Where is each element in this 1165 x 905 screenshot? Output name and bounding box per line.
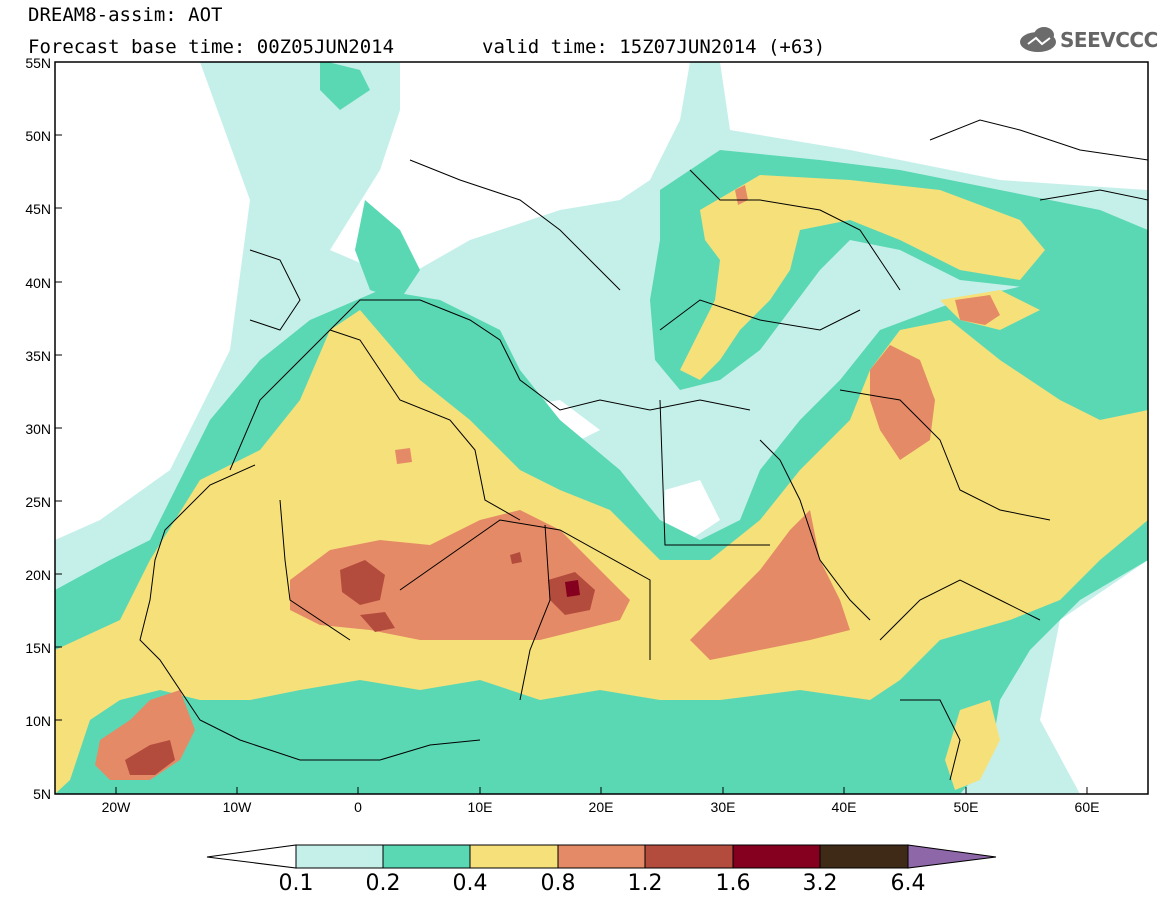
lat-label: 25N [25, 494, 51, 510]
lat-label: 15N [25, 640, 51, 656]
colorbar-label: 0.2 [365, 871, 401, 896]
clear-area-russia [720, 62, 1148, 190]
aot-level-1.6 [565, 580, 580, 597]
lat-label: 55N [25, 55, 51, 71]
lon-label: 40E [831, 799, 857, 815]
valid-time: valid time: 15Z07JUN2014 (+63) [482, 36, 826, 58]
colorbar [206, 844, 997, 869]
colorbar-label: 1.2 [627, 871, 663, 896]
colorbar-swatch-1 [295, 844, 384, 869]
lon-label: 50E [953, 799, 979, 815]
cloud-icon [1020, 27, 1056, 52]
axis-ticks [55, 61, 1088, 794]
lat-label: 5N [33, 786, 51, 802]
lat-label: 30N [25, 421, 51, 437]
clear-area-europe [330, 62, 690, 280]
coastlines-and-borders [139, 119, 1148, 781]
aot-fields [55, 62, 1148, 794]
lat-label: 50N [25, 128, 51, 144]
colorbar-under-triangle [206, 844, 297, 869]
colorbar-label: 0.4 [452, 871, 488, 896]
colorbar-swatch-4 [557, 844, 646, 869]
aot-level-0.4 [55, 175, 1148, 794]
lat-label: 45N [25, 201, 51, 217]
colorbar-label: 6.4 [890, 871, 926, 896]
colorbar-swatch-5 [644, 844, 734, 869]
colorbar-label: 0.1 [278, 871, 314, 896]
lon-label: 30E [710, 799, 736, 815]
colorbar-label: 0.8 [540, 871, 576, 896]
seevccc-logo [1020, 27, 1056, 52]
colorbar-label: 3.2 [802, 871, 838, 896]
colorbar-over-triangle [907, 844, 997, 869]
clear-area-egypt [665, 480, 720, 540]
lat-label: 35N [25, 348, 51, 364]
lon-label: 60E [1074, 799, 1100, 815]
colorbar-label: 1.6 [715, 871, 751, 896]
colorbar-swatch-7 [819, 844, 909, 869]
colorbar-swatch-3 [469, 844, 559, 869]
lon-label: 10E [467, 799, 493, 815]
lon-label: 0 [354, 799, 362, 815]
lat-label: 10N [25, 713, 51, 729]
colorbar-swatch-2 [382, 844, 471, 869]
aot-level-1.2 [125, 552, 595, 775]
clear-area-atlantic [55, 62, 250, 540]
lon-label: 20W [101, 799, 131, 815]
lon-label: 10W [222, 799, 252, 815]
colorbar-swatch-6 [732, 844, 821, 869]
map-title: DREAM8-assim: AOT [28, 4, 223, 26]
logo-text: SEEVCCC [1060, 28, 1158, 52]
lat-label: 20N [25, 567, 51, 583]
lat-label: 40N [25, 275, 51, 291]
lon-label: 20E [588, 799, 614, 815]
clear-area-indian [1040, 560, 1148, 794]
forecast-base-time: Forecast base time: 00Z05JUN2014 [28, 36, 395, 58]
